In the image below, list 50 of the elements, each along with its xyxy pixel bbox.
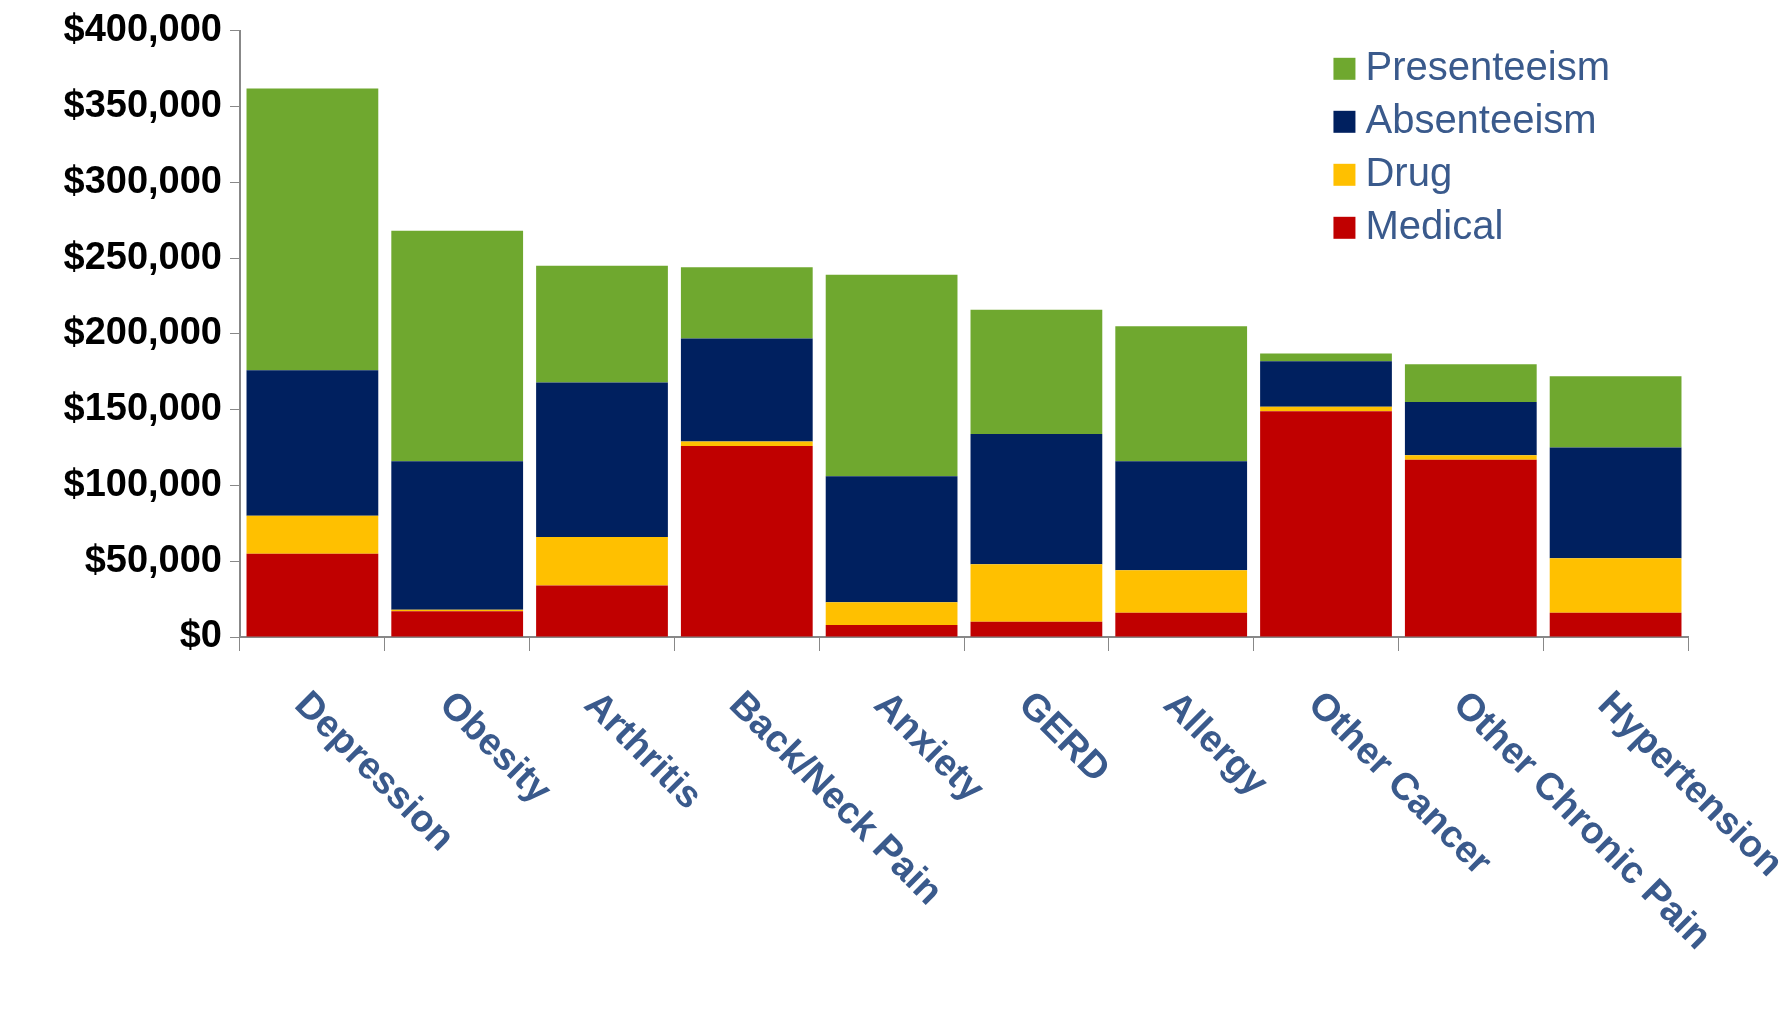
bar [1404, 459, 1537, 637]
y-tick-label: $150,000 [63, 386, 222, 429]
bar [536, 585, 668, 637]
bar [680, 267, 813, 339]
bar [1260, 411, 1392, 637]
bar [825, 274, 958, 477]
bar [1115, 570, 1248, 613]
y-tick-label: $250,000 [63, 234, 222, 277]
bar [1260, 353, 1392, 362]
bar [970, 433, 1103, 565]
bar [1115, 612, 1248, 637]
bar [246, 370, 379, 516]
bar [1115, 461, 1248, 571]
bar [1404, 455, 1537, 460]
y-tick-label: $0 [179, 613, 222, 656]
y-tick-label: $100,000 [63, 461, 222, 504]
y-tick-label: $200,000 [63, 310, 222, 353]
bar [391, 461, 524, 610]
bar [1115, 326, 1248, 462]
y-tick-label: $400,000 [63, 7, 222, 50]
bar [1549, 612, 1682, 637]
bar [246, 515, 379, 554]
legend-label: Drug [1365, 149, 1453, 194]
bar [1549, 558, 1682, 613]
bar [680, 446, 813, 637]
bar [391, 230, 524, 462]
bar [680, 338, 813, 442]
legend-label: Medical [1365, 202, 1504, 247]
legend-label: Presenteeism [1365, 43, 1611, 88]
bar [970, 309, 1103, 434]
legend-label: Absenteeism [1365, 96, 1597, 141]
bar [536, 382, 668, 537]
bar [1404, 402, 1537, 456]
bar [1549, 376, 1682, 448]
y-tick-label: $350,000 [63, 83, 222, 126]
bar [825, 602, 958, 625]
bar [246, 88, 379, 371]
bar [246, 553, 379, 637]
bar [536, 265, 668, 383]
bar [970, 564, 1103, 622]
y-tick-label: $50,000 [84, 537, 222, 580]
bar [1404, 364, 1537, 403]
bar [536, 536, 668, 586]
y-tick-label: $300,000 [63, 158, 222, 201]
bar [1260, 361, 1392, 407]
bar [825, 476, 958, 603]
bar [825, 624, 958, 637]
bar [970, 621, 1103, 637]
bar [391, 611, 524, 637]
bar [1549, 447, 1682, 559]
